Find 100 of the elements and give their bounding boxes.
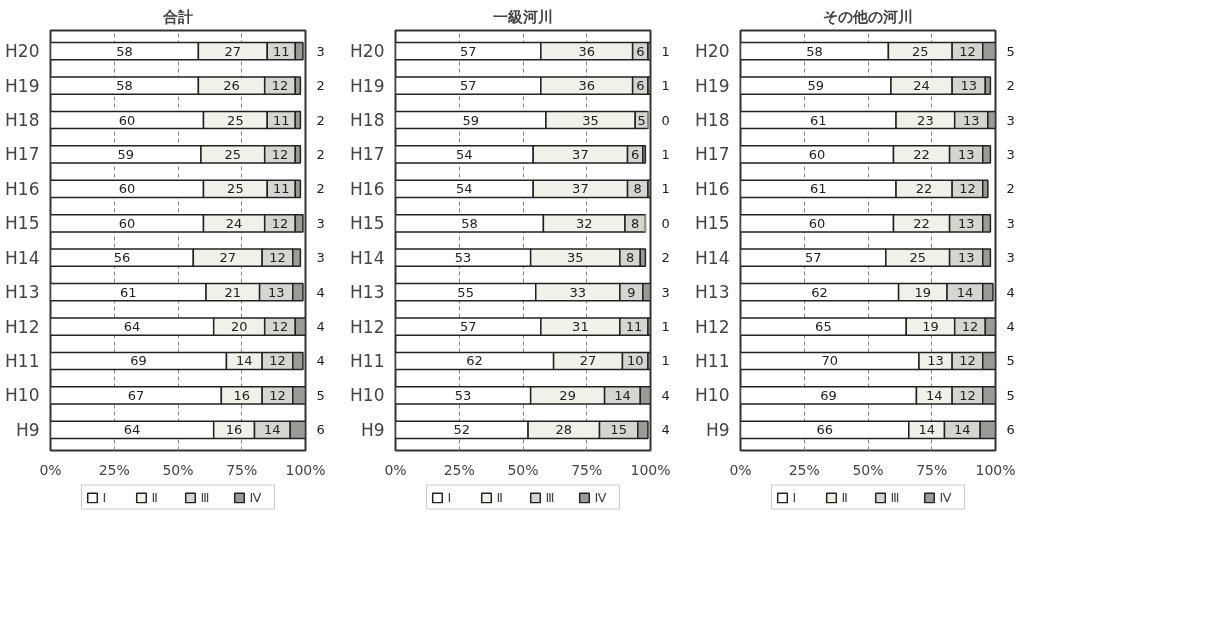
data-label: 14 <box>954 422 971 438</box>
legend-label: Ⅳ <box>939 489 953 505</box>
x-tick-label: 75% <box>226 461 258 478</box>
x-tick-label: 50% <box>852 461 884 478</box>
x-tick-label: 25% <box>443 461 475 478</box>
data-label: 59 <box>117 146 134 162</box>
y-tick-label: H9 <box>360 419 385 440</box>
data-label: 6 <box>631 146 640 162</box>
data-label: 55 <box>457 284 474 300</box>
data-label: 3 <box>316 43 325 59</box>
data-label: 69 <box>130 353 147 369</box>
data-label: 12 <box>959 181 976 197</box>
data-label: 12 <box>271 146 289 162</box>
data-label: 53 <box>454 387 472 403</box>
data-label: 27 <box>219 250 236 266</box>
y-tick-label: H12 <box>5 316 40 337</box>
data-label: 28 <box>555 422 573 438</box>
data-label: 65 <box>815 319 832 335</box>
data-label: 66 <box>816 422 833 438</box>
data-label: 25 <box>227 112 244 128</box>
data-label: 5 <box>637 112 646 128</box>
x-tick-label: 50% <box>507 461 539 478</box>
data-label: 13 <box>957 146 975 162</box>
y-tick-label: H13 <box>350 282 385 303</box>
data-label: 1 <box>661 319 670 335</box>
data-label: 5 <box>1006 387 1015 403</box>
y-tick-label: H20 <box>5 41 40 62</box>
data-label: 15 <box>610 422 627 438</box>
data-label: 8 <box>631 215 640 231</box>
data-label: 1 <box>661 181 670 197</box>
y-tick-label: H19 <box>350 75 385 96</box>
y-tick-label: H13 <box>5 282 40 303</box>
data-label: 32 <box>575 215 593 231</box>
data-label: 0 <box>661 215 670 231</box>
data-label: 4 <box>1006 284 1015 300</box>
data-label: 57 <box>459 78 477 94</box>
x-tick-label: 75% <box>916 461 948 478</box>
data-label: 14 <box>956 284 974 300</box>
data-label: 57 <box>459 43 477 59</box>
y-tick-label: H10 <box>5 385 40 406</box>
legend-label: Ⅰ <box>447 489 453 505</box>
y-tick-label: H16 <box>5 178 40 199</box>
data-label: 6 <box>1006 422 1015 438</box>
y-tick-label: H18 <box>5 110 40 131</box>
data-label: 12 <box>269 250 286 266</box>
data-label: 57 <box>459 319 477 335</box>
data-label: 24 <box>913 78 930 94</box>
data-label: 1 <box>661 78 670 94</box>
data-label: 59 <box>462 112 479 128</box>
data-label: 19 <box>922 319 939 335</box>
data-label: 58 <box>806 43 823 59</box>
data-label: 27 <box>579 353 597 369</box>
data-label: 60 <box>118 215 136 231</box>
data-label: 35 <box>567 250 584 266</box>
data-label: 12 <box>271 78 289 94</box>
data-label: 13 <box>267 284 285 300</box>
data-label: 2 <box>1006 78 1015 94</box>
data-label: 2 <box>661 250 670 266</box>
data-label: 22 <box>915 181 933 197</box>
y-tick-label: H9 <box>15 419 40 440</box>
y-tick-label: H11 <box>5 350 40 371</box>
legend-label: Ⅳ <box>249 489 263 505</box>
data-label: 29 <box>559 387 576 403</box>
data-label: 13 <box>963 112 980 128</box>
x-tick-label: 75% <box>571 461 603 478</box>
data-label: 3 <box>1006 112 1015 128</box>
legend-label: Ⅲ <box>200 489 211 505</box>
data-label: 5 <box>1006 353 1015 369</box>
data-label: 58 <box>461 215 478 231</box>
data-label: 64 <box>123 319 141 335</box>
data-label: 60 <box>808 215 826 231</box>
data-label: 4 <box>316 353 325 369</box>
data-label: 12 <box>959 43 976 59</box>
data-label: 3 <box>316 250 325 266</box>
data-label: 2 <box>316 181 325 197</box>
data-label: 4 <box>1006 319 1015 335</box>
chart-title: その他の河川 <box>823 7 913 26</box>
x-tick-label: 0% <box>384 461 407 478</box>
data-label: 12 <box>959 353 976 369</box>
data-label: 12 <box>271 215 289 231</box>
data-label: 21 <box>224 284 242 300</box>
data-label: 37 <box>572 181 589 197</box>
data-label: 20 <box>230 319 248 335</box>
x-tick-label: 0% <box>39 461 62 478</box>
y-tick-label: H19 <box>695 75 730 96</box>
y-tick-label: H15 <box>5 213 40 234</box>
legend-label: Ⅳ <box>594 489 608 505</box>
data-label: 24 <box>225 215 243 231</box>
data-label: 2 <box>316 146 325 162</box>
data-label: 60 <box>118 181 136 197</box>
data-label: 11 <box>273 43 290 59</box>
legend-label: Ⅰ <box>102 489 108 505</box>
y-tick-label: H16 <box>695 178 730 199</box>
x-tick-label: 100% <box>630 461 671 478</box>
data-label: 8 <box>625 250 635 266</box>
data-label: 2 <box>1006 181 1015 197</box>
data-label: 6 <box>636 78 645 94</box>
y-tick-label: H10 <box>695 385 730 406</box>
legend-label: Ⅰ <box>792 489 798 505</box>
data-label: 14 <box>918 422 935 438</box>
